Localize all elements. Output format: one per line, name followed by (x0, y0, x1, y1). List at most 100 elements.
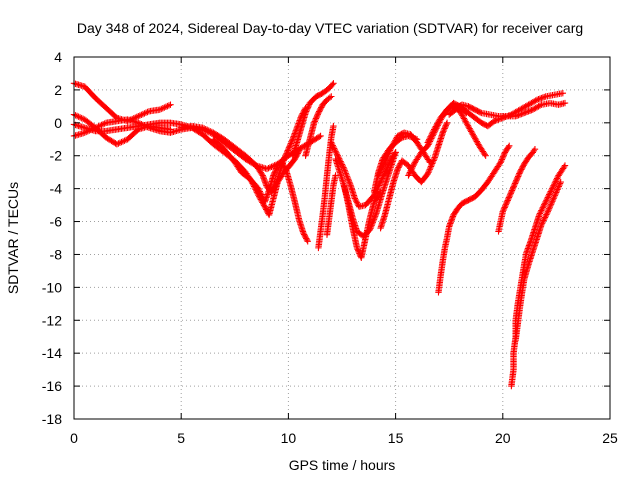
data-point (344, 174, 351, 182)
data-point (310, 119, 318, 127)
data-point (408, 164, 416, 172)
data-point (552, 190, 559, 198)
data-point (542, 212, 549, 220)
data-point (285, 145, 292, 153)
data-point (510, 184, 517, 191)
data-point (255, 186, 263, 194)
data-point (548, 186, 555, 194)
data-point (330, 143, 337, 151)
data-point (540, 217, 547, 224)
data-point (268, 163, 275, 170)
data-point (283, 150, 290, 157)
data-point (159, 105, 167, 112)
data-point (167, 101, 174, 108)
data-point (96, 122, 104, 129)
data-point (138, 111, 145, 119)
data-point (386, 147, 394, 154)
data-point (382, 157, 389, 165)
data-point (99, 121, 107, 128)
series-track-20 (446, 90, 567, 130)
y-tick-label: 2 (54, 82, 62, 98)
data-point (425, 167, 433, 175)
tick-layer: 0 5 10 15 20 25 -18 -16 -14 -12 -10 -8 -6 -4 -2 0 2 4 (42, 49, 618, 446)
data-point (537, 208, 544, 216)
x-tick-label: 0 (70, 430, 78, 446)
data-point (353, 199, 361, 206)
data-point (98, 121, 105, 129)
data-point (341, 167, 348, 174)
data-point (304, 238, 311, 245)
data-point (313, 113, 320, 121)
data-point (315, 109, 322, 117)
data-point (551, 192, 559, 199)
data-point (118, 138, 125, 146)
data-point (375, 172, 382, 179)
data-point (303, 106, 310, 114)
data-point (279, 160, 286, 167)
data-point (263, 165, 271, 173)
data-point (76, 114, 84, 121)
data-point (339, 162, 346, 170)
data-point (501, 204, 508, 211)
data-point (561, 162, 569, 169)
data-point (498, 156, 506, 163)
data-point (281, 164, 289, 171)
data-point (345, 177, 353, 185)
x-tick-label: 20 (495, 430, 511, 446)
data-point (301, 232, 309, 240)
data-point (379, 163, 386, 170)
data-point (294, 150, 301, 157)
data-point (378, 164, 386, 172)
data-point (555, 183, 562, 190)
data-point (286, 143, 293, 150)
data-point (507, 190, 514, 197)
data-point (328, 93, 335, 100)
data-point (282, 165, 289, 173)
data-point (139, 110, 147, 118)
data-point (271, 169, 278, 176)
data-point (549, 183, 557, 191)
data-point (547, 188, 554, 195)
data-point (440, 126, 448, 134)
data-point (557, 178, 564, 186)
data-point (328, 140, 336, 148)
data-point (556, 180, 564, 187)
data-point (343, 173, 351, 180)
data-point (543, 197, 550, 204)
data-point (262, 204, 269, 212)
data-point (312, 115, 320, 122)
data-point (539, 204, 547, 211)
data-point (538, 220, 546, 227)
data-point (536, 102, 544, 109)
data-point (342, 168, 349, 176)
data-point (429, 129, 436, 136)
y-tick-label: -12 (42, 312, 62, 328)
data-point (317, 132, 324, 140)
data-point (520, 162, 527, 169)
data-point (501, 150, 508, 158)
data-point (380, 160, 388, 167)
data-point (305, 102, 312, 110)
data-point (560, 163, 568, 171)
data-point (378, 166, 385, 173)
data-point (333, 149, 340, 157)
y-tick-label: -4 (50, 181, 63, 197)
data-point (375, 170, 383, 178)
y-tick-label: -6 (50, 214, 63, 230)
data-point (287, 140, 295, 147)
data-point (546, 191, 553, 198)
data-point (553, 187, 561, 195)
data-point (316, 133, 323, 141)
data-point (72, 112, 79, 119)
data-point (318, 104, 325, 111)
data-point (497, 159, 504, 166)
data-point (73, 112, 81, 120)
data-point (330, 122, 337, 130)
data-point (328, 139, 335, 146)
series-track-6 (210, 136, 311, 245)
data-point (133, 113, 140, 121)
data-point (550, 195, 557, 202)
data-point (443, 121, 450, 128)
data-point (121, 137, 128, 144)
